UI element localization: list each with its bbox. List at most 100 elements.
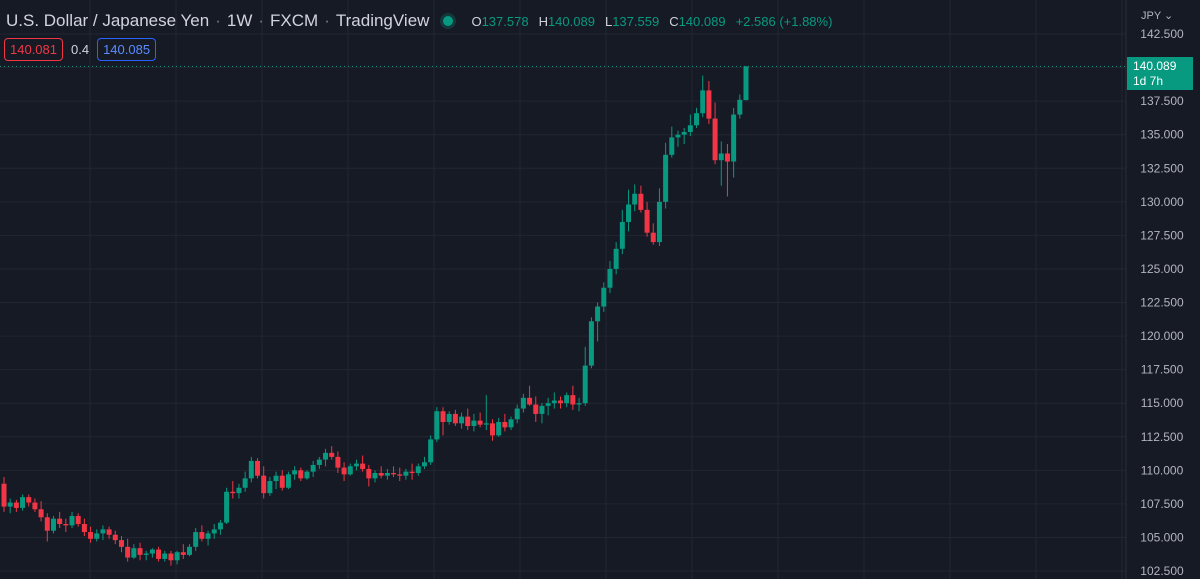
candle-body [112,534,118,541]
platform-label: TradingView [335,11,430,30]
candle-body [613,248,619,269]
candle-body [619,221,625,249]
candle-body [483,423,489,425]
candle-body [255,460,261,476]
candle-body [700,90,706,114]
market-open-icon [443,16,454,26]
candle-body [384,472,390,476]
quote-bar: 140.081 0.4 140.085 [4,38,157,61]
candle-body [316,459,322,465]
y-tick-label: 120.000 [1140,329,1184,343]
candle-body [397,474,403,476]
candle-body [335,456,341,468]
candle-body [329,452,335,457]
y-tick-label: 135.000 [1140,128,1184,142]
candle-body [267,481,273,494]
y-tick-label: 102.500 [1140,564,1184,578]
y-tick-label: 105.000 [1140,530,1184,544]
candle-body [94,533,100,539]
candle-body [1,483,7,507]
candle-body [595,306,601,322]
candle-body [428,439,434,463]
candle-body [224,491,230,523]
y-tick-label: 115.000 [1141,396,1184,410]
candle-body [149,549,155,554]
candle-body [403,471,409,476]
candle-body [378,472,384,476]
candle-body [236,487,242,494]
candle-body [675,134,681,138]
candle-body [421,462,427,467]
candle-body [706,90,712,119]
candle-body [694,113,700,126]
candle-body [520,397,526,409]
candle-body [292,470,298,475]
candle-body [644,209,650,233]
candle-body [230,491,236,494]
candle-body [242,478,248,488]
candle-body [353,463,359,467]
candle-body [168,553,174,561]
candle-body [57,518,63,525]
candle-body [576,403,582,405]
candle-body [502,421,508,428]
candle-body [75,515,81,525]
open-label: O [471,13,482,29]
candle-body [217,522,223,530]
candle-body [193,532,199,547]
candle-body [7,502,13,507]
candle-body [737,99,743,115]
candle-body [650,232,656,243]
candle-body [588,321,594,366]
candle-body [687,125,693,133]
candle-body [211,529,217,534]
sell-button[interactable]: 140.081 [4,38,63,61]
candle-body [20,497,26,508]
candle-body [626,204,632,222]
separator: · [258,11,265,30]
low-label: L [604,13,613,29]
close-value: 140.089 [678,13,726,29]
candle-body [724,153,730,162]
y-tick-label: 142.500 [1140,27,1184,41]
candle-body [452,413,458,424]
candle-body [38,509,44,518]
y-tick-label: 107.500 [1140,497,1184,511]
buy-button[interactable]: 140.085 [97,38,157,61]
candle-body [539,405,545,414]
candle-body [632,193,638,205]
candle-body [137,548,143,555]
symbol-title[interactable]: U.S. Dollar / Japanese Yen [6,11,210,30]
chart-header: U.S. Dollar / Japanese Yen · 1W · FXCM ·… [6,10,832,32]
interval-label[interactable]: 1W [226,11,253,30]
currency-selector[interactable]: JPY ⌄ [1141,9,1173,22]
last-price-tag: 140.089 1d 7h [1127,57,1193,90]
ohlc-values: O137.578 H140.089 L137.559 C140.089 +2.5… [471,14,832,29]
candle-body [88,532,94,539]
candle-body [81,524,87,533]
y-tick-label: 110.000 [1141,463,1184,477]
candle-body [143,553,149,555]
candle-body [285,474,291,488]
high-value: 140.089 [547,13,595,29]
candle-body [50,518,56,531]
candle-body [118,540,124,547]
last-price-value: 140.089 [1133,59,1177,73]
low-value: 137.559 [612,13,660,29]
candle-body [415,466,421,473]
candle-body [261,475,267,494]
candle-body [341,467,347,475]
candle-body [669,137,675,155]
candle-body [13,502,19,508]
candle-body [489,423,495,436]
candle-body [718,153,724,161]
candle-body [514,408,520,420]
candle-body [533,404,539,414]
candle-body [527,397,533,405]
separator: · [215,11,221,30]
candle-body [26,497,32,503]
candle-body [106,529,112,535]
candle-body [323,452,329,460]
separator: · [324,11,330,30]
